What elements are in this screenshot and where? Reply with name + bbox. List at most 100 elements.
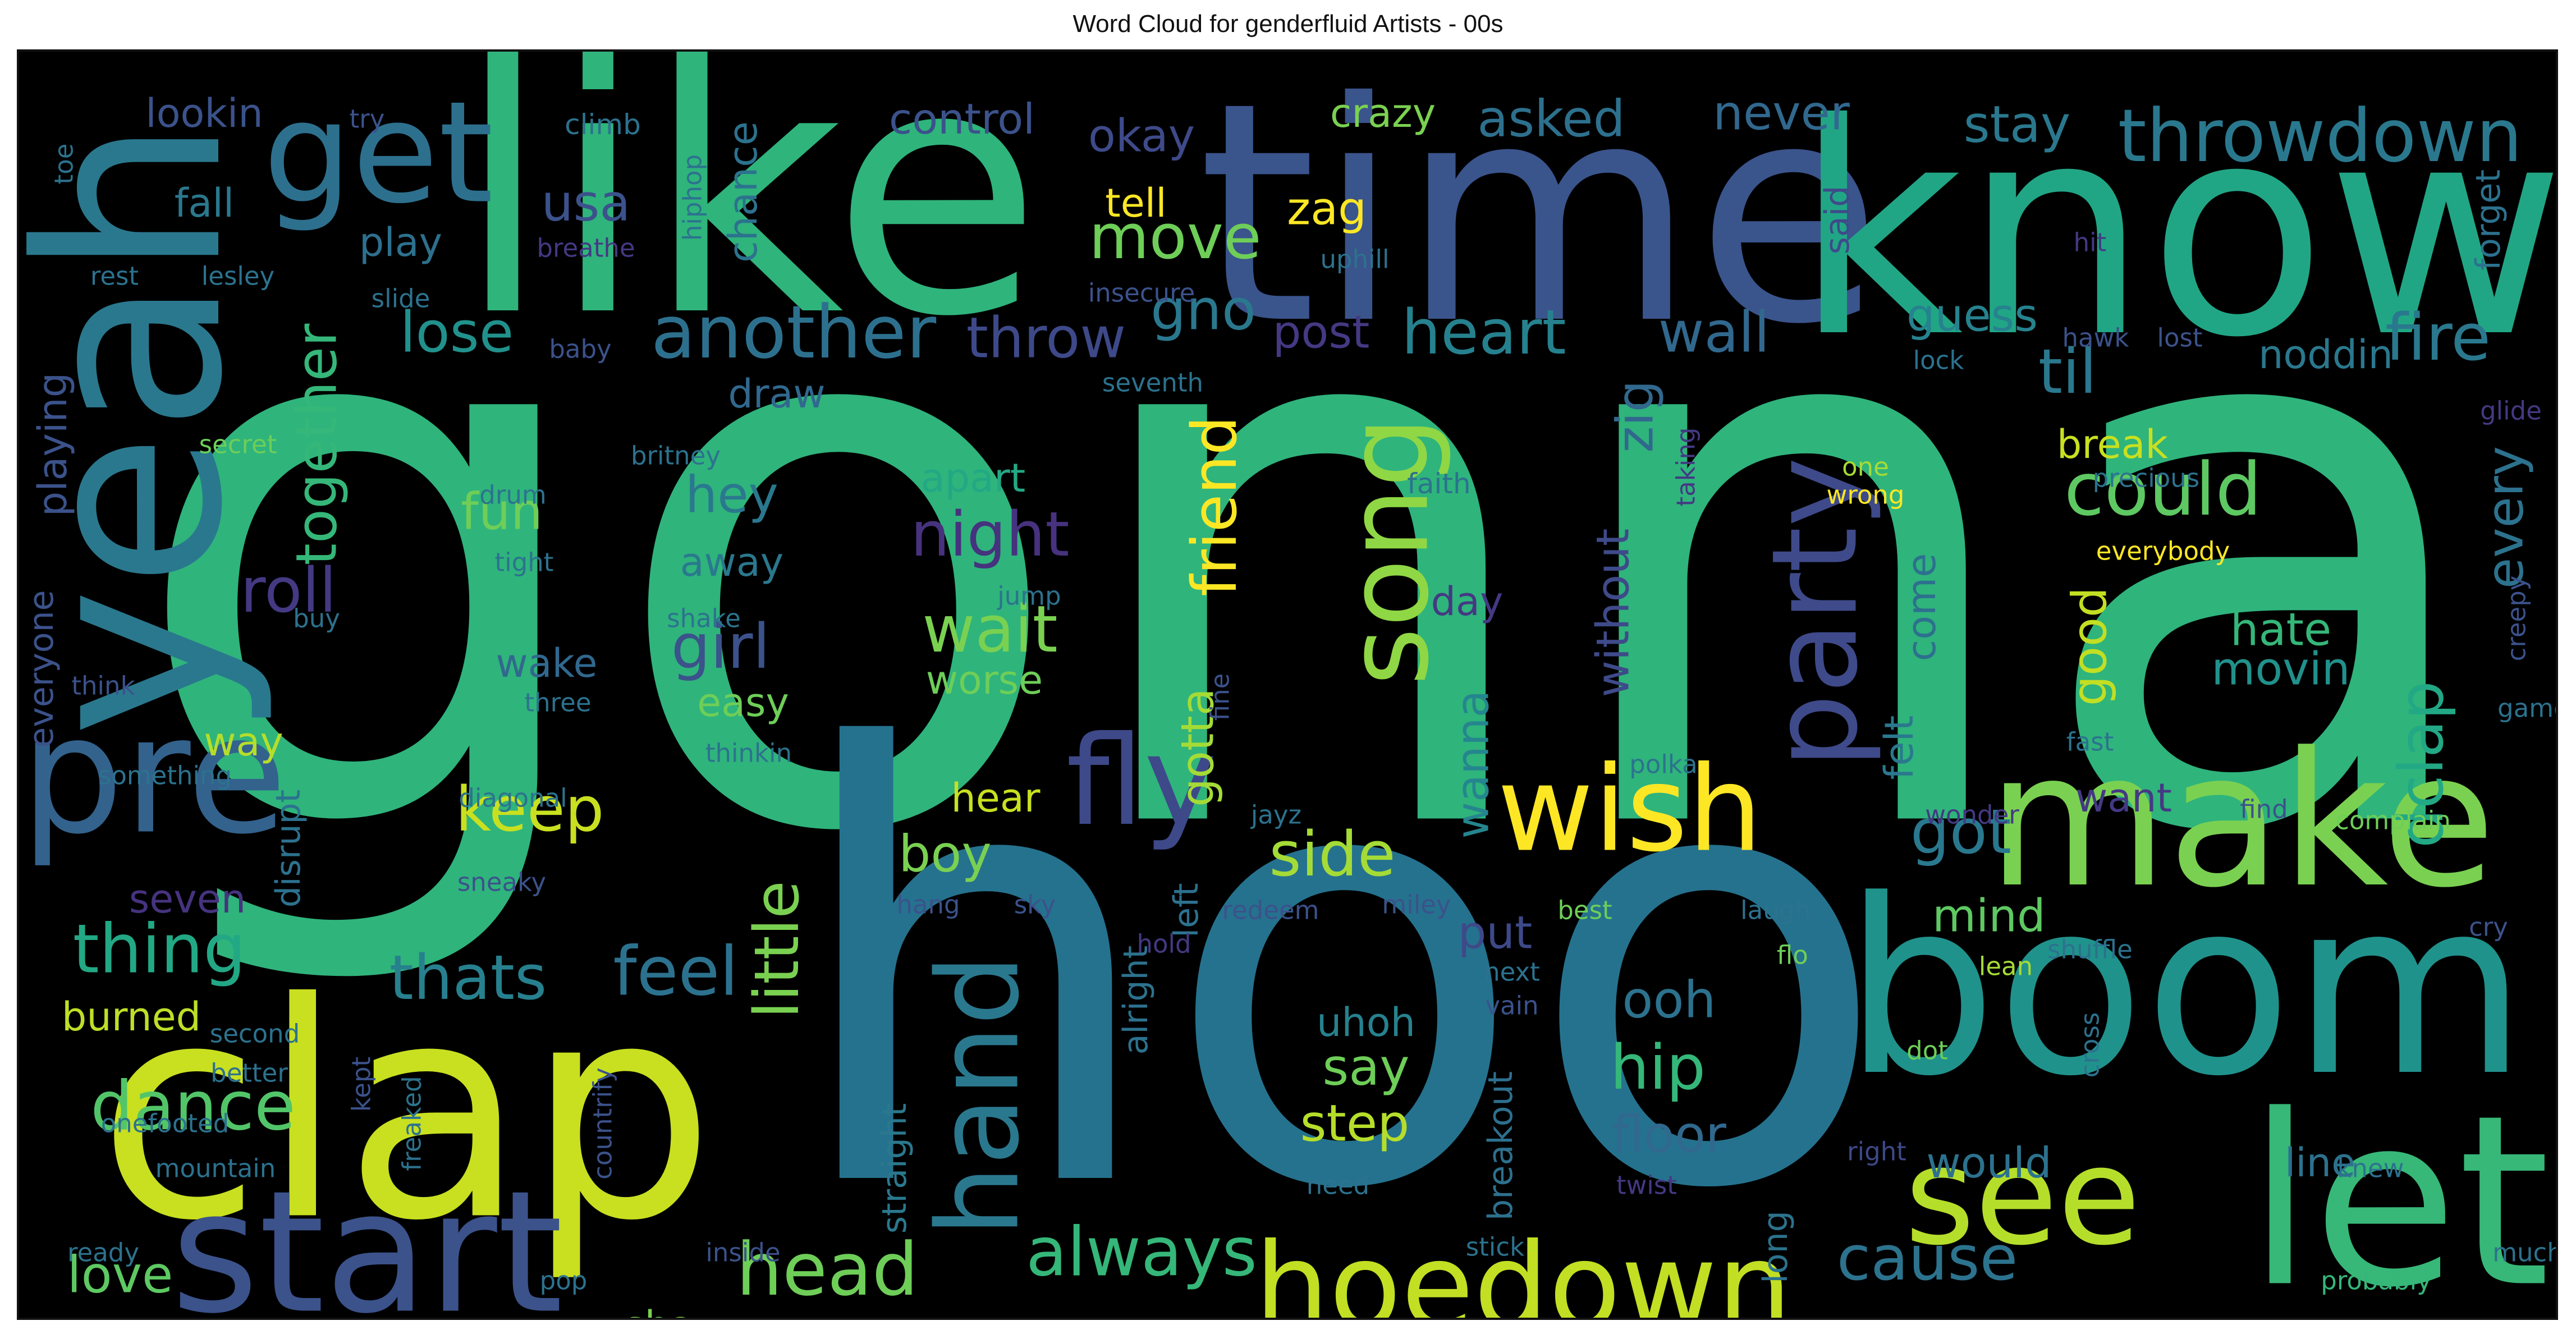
word-inside: inside: [705, 1238, 780, 1268]
word-burned: burned: [62, 994, 201, 1040]
word-wish: wish: [1497, 741, 1763, 878]
word-ooh: ooh: [1622, 971, 1716, 1030]
word-think: think: [71, 671, 135, 701]
word-breakout: breakout: [1481, 1071, 1520, 1221]
word-line: line: [2285, 1140, 2355, 1186]
word-countrify: countrify: [588, 1067, 618, 1180]
word-mountain: mountain: [155, 1154, 276, 1184]
word-guess: guess: [1906, 290, 2038, 342]
word-love: love: [67, 1246, 173, 1305]
word-sneaky: sneaky: [457, 868, 546, 897]
word-lost: lost: [2157, 323, 2202, 353]
word-alright: alright: [1116, 946, 1156, 1054]
word-laugh: laugh: [1740, 896, 1811, 925]
word-hiphop: hiphop: [678, 154, 708, 241]
word-roll: roll: [240, 554, 336, 626]
word-keep: keep: [456, 773, 604, 845]
word-wonder: wonder: [1925, 800, 2019, 830]
word-lookin: lookin: [145, 90, 263, 136]
word-climb: climb: [565, 108, 641, 141]
word-every: every: [2476, 446, 2535, 589]
word-jayz: jayz: [1250, 800, 1301, 830]
word-til: til: [2038, 336, 2097, 407]
word-cross: cross: [2075, 1012, 2105, 1078]
word-head: head: [736, 1227, 919, 1312]
word-shuffle: shuffle: [2047, 935, 2133, 965]
word-knew: knew: [2337, 1154, 2404, 1184]
word-sky: sky: [1014, 890, 1056, 920]
word-find: find: [2240, 795, 2288, 824]
word-complain: complain: [2335, 806, 2451, 836]
word-come: come: [1899, 553, 1945, 662]
word-break: break: [2057, 421, 2169, 467]
word-drum: drum: [479, 480, 546, 510]
word-felt: felt: [1876, 716, 1922, 780]
word-usa: usa: [541, 174, 630, 233]
word-need: need: [1307, 1171, 1369, 1200]
word-better: better: [210, 1058, 288, 1088]
word-side: side: [1269, 818, 1395, 890]
word-yeah: yeah: [19, 118, 278, 737]
word-dance: dance: [90, 1068, 296, 1146]
word-lean: lean: [1979, 952, 2033, 982]
word-ready: ready: [67, 1238, 139, 1268]
word-vain: vain: [1485, 991, 1538, 1021]
word-forget: forget: [2469, 169, 2508, 270]
word-right: right: [1847, 1137, 1906, 1167]
word-thats: thats: [389, 942, 547, 1014]
word-left: left: [1167, 883, 1206, 937]
word-breathe: breathe: [537, 233, 635, 263]
word-creepy: creepy: [2502, 576, 2532, 662]
word-party: party: [1747, 457, 1884, 769]
word-fine: fine: [1206, 673, 1235, 721]
word-night: night: [911, 498, 1070, 570]
word-baby: baby: [549, 334, 611, 364]
word-hear: hear: [951, 775, 1040, 821]
word-britney: britney: [631, 441, 721, 471]
word-gno: gno: [1151, 277, 1256, 343]
word-song: song: [1323, 416, 1454, 686]
word-away: away: [680, 539, 783, 585]
word-little: little: [741, 881, 813, 1019]
word-hand: hand: [914, 954, 1044, 1236]
word-move: move: [1089, 201, 1261, 273]
word-fall: fall: [175, 180, 234, 226]
word-see: see: [1905, 1118, 2140, 1275]
word-second: second: [210, 1019, 300, 1049]
word-seventh: seventh: [1102, 368, 1203, 398]
word-dclap: dclap: [2385, 681, 2457, 848]
word-straight: straight: [875, 1103, 914, 1234]
word-dot: dot: [1906, 1036, 1948, 1066]
word-movin: movin: [2211, 643, 2350, 695]
word-everybody: everybody: [2096, 536, 2230, 566]
word-say: say: [1322, 1038, 1409, 1097]
word-onefooted: onefooted: [101, 1109, 230, 1139]
word-thinkin: thinkin: [705, 739, 792, 768]
word-one: one: [1842, 452, 1889, 482]
word-taking: taking: [1671, 428, 1701, 507]
word-noddin: noddin: [2258, 332, 2393, 378]
word-put: put: [1458, 907, 1533, 959]
word-cause: cause: [1837, 1222, 2018, 1294]
word-gonna: gonna: [125, 116, 2494, 998]
word-hate: hate: [2230, 604, 2331, 656]
word-fast: fast: [2066, 727, 2114, 757]
word-never: never: [1713, 86, 1850, 141]
word-game: game: [2497, 694, 2556, 723]
word-throw: throw: [966, 305, 1126, 371]
word-way: way: [204, 719, 283, 765]
word-much: much: [2492, 1238, 2556, 1268]
word-best: best: [1557, 896, 1612, 925]
word-good: good: [2062, 587, 2118, 706]
word-always: always: [1026, 1214, 1257, 1292]
word-wake: wake: [496, 640, 597, 686]
word-next: next: [1484, 957, 1540, 987]
word-glide: glide: [2480, 396, 2542, 426]
word-another: another: [651, 290, 937, 375]
word-lock: lock: [1913, 346, 1964, 375]
word-crazy: crazy: [1330, 90, 1436, 136]
word-miley: miley: [1382, 890, 1451, 920]
word-try: try: [350, 104, 385, 134]
word-said: said: [1818, 186, 1857, 255]
word-tight: tight: [495, 548, 554, 577]
